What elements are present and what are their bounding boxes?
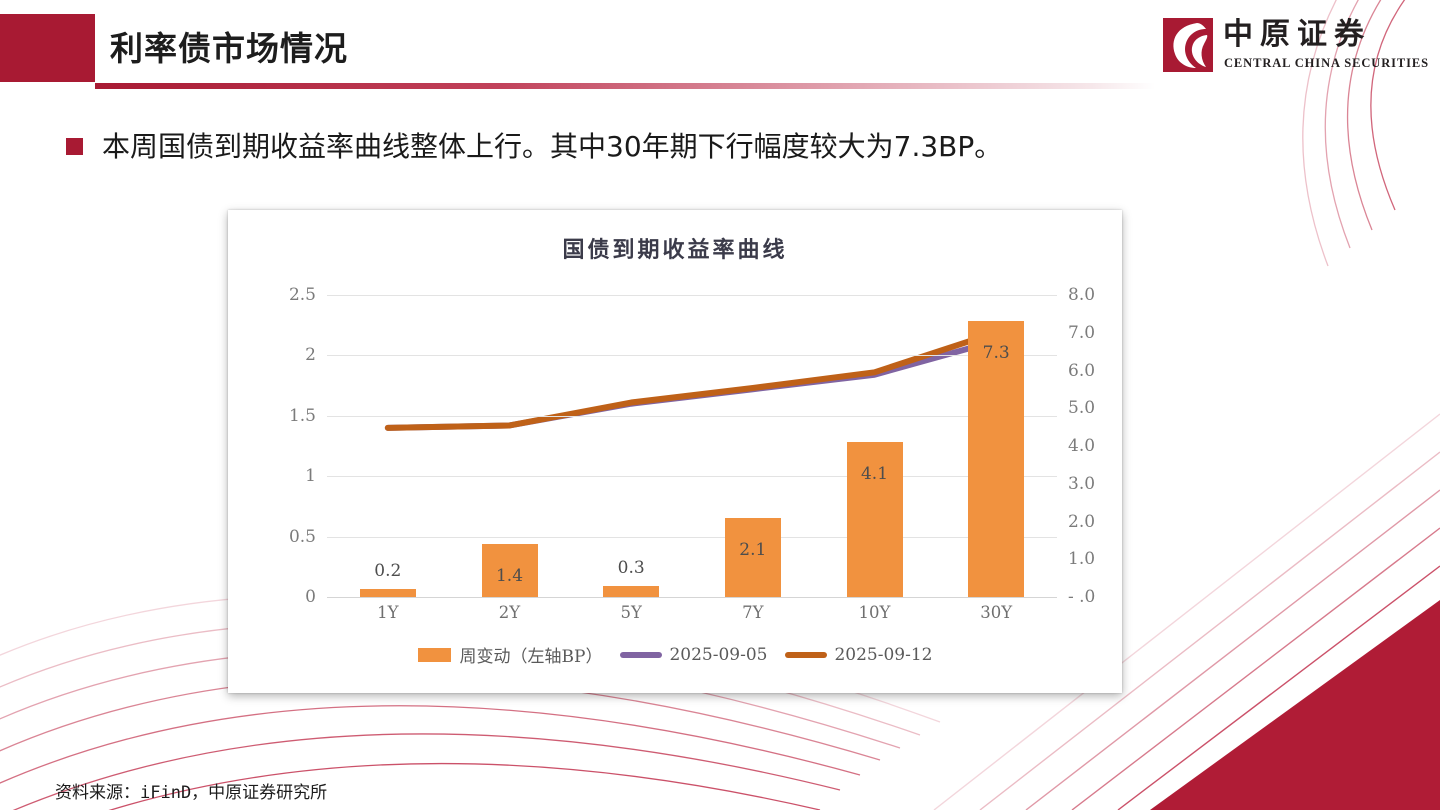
x-axis-tick-30Y: 30Y [980, 603, 1013, 622]
y-axis-right-tick: 8.0 [1068, 285, 1096, 305]
y-axis-left-tick: 1.5 [288, 405, 316, 426]
logo-swoosh-icon [1173, 23, 1208, 68]
x-axis-tick-1Y: 1Y [377, 603, 399, 622]
bar-label-7Y: 2.1 [739, 539, 767, 560]
legend-item-line-prev[interactable]: 2025-09-05 [620, 645, 767, 665]
legend-swatch-line-curr-icon [785, 651, 828, 658]
x-axis-tick-7Y: 7Y [742, 603, 764, 622]
x-axis-tick-10Y: 10Y [858, 603, 891, 622]
bar-5Y [603, 585, 660, 597]
gridline [327, 536, 1057, 538]
bar-label-10Y: 4.1 [860, 464, 889, 485]
y-axis-left-tick: 2 [305, 345, 316, 366]
company-logo: 中原证券 CENTRAL CHINA SECURITIES [1163, 16, 1428, 78]
y-axis-left-tick: 2.5 [288, 285, 316, 305]
logo-english-name: CENTRAL CHINA SECURITIES [1224, 56, 1429, 70]
gridline [327, 295, 1057, 296]
bar-label-5Y: 0.3 [617, 557, 645, 578]
yield-curve-lines [384, 329, 1000, 431]
source-footnote: 资料来源：iFinD，中原证券研究所 [55, 783, 328, 803]
gridline [327, 415, 1057, 417]
legend-swatch-line-prev-icon [620, 651, 663, 658]
y-axis-left-tick: 0.5 [288, 526, 316, 547]
x-axis-tick-5Y: 5Y [620, 603, 642, 622]
bar-2Y [481, 544, 538, 597]
y-axis-left-tick: 1 [305, 466, 316, 487]
bar-1Y [359, 589, 416, 597]
x-axis-tick-2Y: 2Y [498, 603, 521, 622]
bar-7Y [724, 517, 781, 597]
y-axis-right-tick: 6.0 [1068, 360, 1096, 381]
y-axis-right-tick: 4.0 [1068, 436, 1096, 456]
header-accent-block [0, 14, 95, 82]
gridline [327, 597, 1057, 598]
bar-10Y [846, 442, 903, 597]
bar-label-1Y: 0.2 [374, 561, 402, 582]
chart-card: 国债到期收益率曲线 0 0.5 1 1.5 2 2.5 - .0 1.0 2.0 3.0 4.0 5.… [228, 210, 1122, 693]
gridline [327, 355, 1057, 357]
legend-item-bar[interactable]: 周变动（左轴BP） [417, 642, 603, 667]
slide-header: 利率债市场情况 中原证券 CENTRAL CHINA SECURITIES [0, 0, 1440, 96]
legend-swatch-bar-icon [417, 647, 451, 662]
chart-title: 国债到期收益率曲线 [562, 237, 788, 263]
gridline [327, 476, 1057, 478]
line-series-2025-09-12 [384, 329, 1000, 431]
y-axis-left-tick: 0 [305, 587, 316, 607]
legend-item-line-curr[interactable]: 2025-09-12 [785, 645, 932, 665]
y-axis-right-tick: 7.0 [1068, 322, 1096, 343]
bar-label-30Y: 7.3 [982, 343, 1010, 364]
page-title: 利率债市场情况 [110, 29, 348, 68]
y-axis-right-tick: 2.0 [1068, 511, 1096, 532]
header-divider [95, 83, 1155, 89]
logo-chinese-name: 中原证券 [1223, 17, 1371, 52]
y-axis-right-tick: - .0 [1068, 587, 1096, 607]
chart-legend: 周变动（左轴BP） 2025-09-05 2025-09-12 [228, 642, 1122, 667]
bullet-text: 本周国债到期收益率曲线整体上行。其中30年期下行幅度较大为7.3BP。 [102, 130, 1003, 163]
bullet-row: 本周国债到期收益率曲线整体上行。其中30年期下行幅度较大为7.3BP。 [66, 126, 1366, 170]
bar-label-2Y: 1.4 [495, 566, 524, 587]
y-axis-right-tick: 5.0 [1068, 398, 1096, 419]
legend-label-bar: 周变动（左轴BP） [459, 647, 603, 667]
y-axis-right-tick: 1.0 [1068, 549, 1096, 570]
bar-30Y [968, 321, 1025, 597]
legend-label-line-curr: 2025-09-12 [834, 644, 933, 665]
y-axis-right-tick: 3.0 [1068, 473, 1096, 494]
legend-label-line-prev: 2025-09-05 [669, 644, 768, 665]
square-bullet-icon [66, 138, 83, 155]
chart-plot-area: 0 0.5 1 1.5 2 2.5 - .0 1.0 2.0 3.0 4.0 5.0 6.0 7.0 8.0… [289, 285, 1095, 622]
